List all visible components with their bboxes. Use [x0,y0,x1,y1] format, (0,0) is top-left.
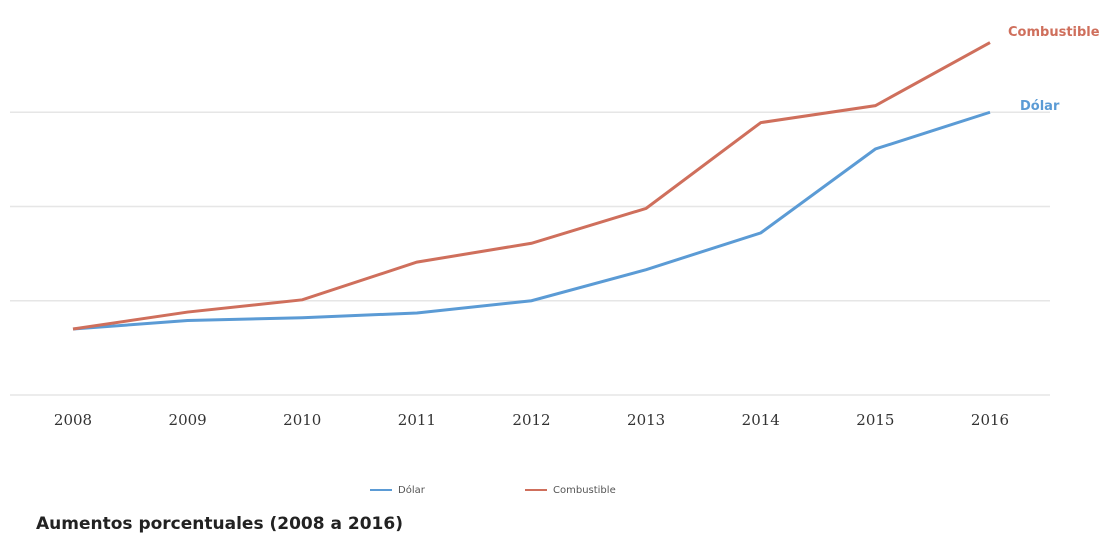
line-series [72,41,991,331]
x-tick-label: 2015 [856,411,894,429]
line-series [72,110,991,331]
legend-label: Combustible [553,485,616,496]
x-tick-label: 2009 [169,411,207,429]
series-end-label: Dólar [1020,99,1060,114]
x-tick-label: 2014 [742,411,780,429]
series-end-label: Combustible [1008,25,1100,40]
x-tick-label: 2008 [54,411,92,429]
x-tick-label: 2013 [627,411,665,429]
legend-label: Dólar [398,484,426,496]
chart-title: Aumentos porcentuales (2008 a 2016) [36,514,403,534]
x-tick-label: 2011 [398,411,436,429]
x-tick-label: 2012 [512,411,550,429]
x-tick-label: 2010 [283,411,321,429]
x-tick-label: 2016 [971,411,1009,429]
